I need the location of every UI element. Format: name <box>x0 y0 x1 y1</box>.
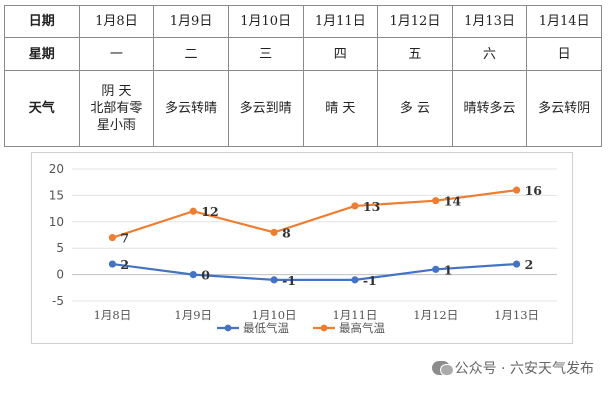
weather-line: 多云转阴 <box>538 101 591 116</box>
weather-line: 晴转多云 <box>463 101 516 116</box>
row-header-date: 日期 <box>4 5 80 38</box>
data-point <box>108 234 117 242</box>
data-point <box>189 271 197 279</box>
date-cell: 1月12日 <box>377 5 453 38</box>
weekday-cell: 一 <box>78 37 155 71</box>
date-cell: 1月11日 <box>302 5 379 38</box>
data-point <box>108 260 117 268</box>
row-header-weekday: 星期 <box>4 37 80 71</box>
y-tick-label: 10 <box>49 215 64 229</box>
y-tick-label: -5 <box>52 294 64 308</box>
data-point <box>270 228 278 236</box>
weather-line: 星小雨 <box>96 118 136 133</box>
x-tick-label: 1月12日 <box>413 308 458 322</box>
date-cell: 1月14日 <box>526 5 602 38</box>
forecast-table: 日期 1月8日 1月9日 1月10日 1月11日 1月12日 1月13日 1月1… <box>4 5 602 147</box>
weekday-cell: 三 <box>227 37 304 71</box>
data-label: -1 <box>282 273 296 288</box>
date-cell: 1月13日 <box>451 5 528 38</box>
temperature-chart: -5 0 5 10 15 20 1月8日 1月9日 1月10日 1月11日 1月12日 1月13日 2 0… <box>31 152 573 344</box>
data-label: -1 <box>363 273 377 288</box>
row-header-weather: 天气 <box>4 70 80 147</box>
data-label: 7 <box>120 231 129 246</box>
watermark: 公众号 · 六安天气发布 <box>431 358 594 378</box>
data-label: 2 <box>525 257 534 272</box>
data-label: 13 <box>363 199 380 214</box>
x-tick-label: 1月8日 <box>94 308 132 322</box>
weather-line: 多云到晴 <box>239 101 292 116</box>
data-label: 16 <box>525 183 543 198</box>
data-label: 12 <box>201 204 218 219</box>
y-tick-label: 0 <box>56 268 64 282</box>
date-row: 日期 1月8日 1月9日 1月10日 1月11日 1月12日 1月13日 1月1… <box>4 5 602 38</box>
weather-cell: 多 云 <box>377 70 453 147</box>
weekday-cell: 四 <box>302 37 379 71</box>
weather-line: 北部有零 <box>90 101 143 116</box>
x-tick-label: 1月11日 <box>332 308 377 322</box>
data-point <box>270 276 278 284</box>
weather-line: 阴 天 <box>101 84 132 99</box>
weather-line: 多云转晴 <box>165 101 218 116</box>
weather-line: 晴 天 <box>325 101 356 116</box>
weather-cell: 晴 天 <box>302 70 379 147</box>
weather-cell: 多云到晴 <box>227 70 304 147</box>
x-tick-label: 1月9日 <box>174 308 212 322</box>
series-line <box>112 262 517 281</box>
legend-marker <box>224 324 232 332</box>
data-point <box>351 202 359 210</box>
weather-cell: 晴转多云 <box>451 70 528 147</box>
data-point <box>512 260 521 268</box>
y-tick-label: 15 <box>49 188 64 202</box>
weather-cell: 阴 天 北部有零 星小雨 <box>78 70 155 147</box>
data-label: 0 <box>201 268 210 283</box>
y-tick-label: 5 <box>56 241 64 255</box>
weekday-cell: 二 <box>153 37 229 71</box>
data-label: 2 <box>120 257 129 272</box>
data-point <box>351 276 359 284</box>
legend-entry: 最低气温 <box>243 321 289 335</box>
date-cell: 1月10日 <box>227 5 304 38</box>
data-label: 14 <box>444 194 462 209</box>
data-point <box>432 197 440 205</box>
weather-line: 多 云 <box>399 101 430 116</box>
weekday-row: 星期 一 二 三 四 五 六 日 <box>4 37 602 71</box>
series-line <box>112 189 517 239</box>
data-label: 1 <box>444 262 453 277</box>
data-label: 8 <box>282 225 291 240</box>
weekday-cell: 五 <box>377 37 453 71</box>
date-cell: 1月9日 <box>153 5 229 38</box>
weather-cell: 多云转晴 <box>153 70 229 147</box>
weekday-cell: 日 <box>526 37 602 71</box>
legend-marker <box>320 324 328 332</box>
data-point <box>189 207 197 215</box>
weekday-cell: 六 <box>451 37 528 71</box>
watermark-text: 公众号 · 六安天气发布 <box>454 361 594 377</box>
y-tick-label: 20 <box>49 162 64 176</box>
weather-row: 天气 阴 天 北部有零 星小雨 多云转晴 多云到晴 晴 天 多 云 晴转多云 多… <box>4 70 602 147</box>
wechat-icon <box>431 361 454 376</box>
x-tick-label: 1月10日 <box>252 308 297 322</box>
data-point <box>432 265 440 273</box>
legend-entry: 最高气温 <box>339 321 385 335</box>
x-tick-label: 1月13日 <box>494 308 539 322</box>
weather-cell: 多云转阴 <box>526 70 602 147</box>
date-cell: 1月8日 <box>78 5 155 38</box>
data-point <box>512 186 521 194</box>
